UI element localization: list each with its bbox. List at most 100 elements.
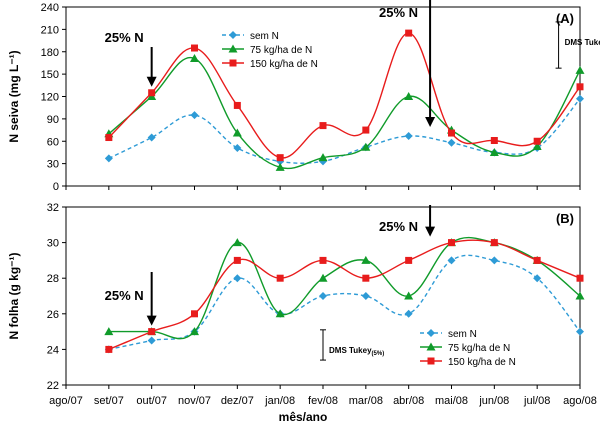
x-axis-label: mês/ano <box>279 410 328 424</box>
data-point <box>533 137 541 145</box>
data-point <box>319 122 327 130</box>
data-point <box>190 327 199 336</box>
y-tick-label: 30 <box>47 238 59 250</box>
legend-item: sem N <box>222 31 279 42</box>
y-tick-label: 30 <box>47 159 59 171</box>
y-tick-label: 24 <box>47 344 59 356</box>
data-point <box>404 132 413 141</box>
data-point <box>490 137 498 145</box>
legend: sem N 75 kg/ha de N 150 kg/ha de N <box>420 329 516 368</box>
y-tick-label: 120 <box>41 92 59 104</box>
x-tick-label: fev/08 <box>308 395 338 407</box>
data-point <box>447 256 456 265</box>
y-axis-label: N folha (g kg⁻¹) <box>7 253 21 340</box>
series-line <box>108 98 581 164</box>
data-point <box>404 291 414 300</box>
legend-marker <box>228 44 238 53</box>
x-axis: ago/07 set/07 out/07 nov/07 dez/07 jan/08 fev/… <box>49 395 597 424</box>
data-point <box>191 310 198 318</box>
legend-label: 150 kg/ha de N <box>250 59 318 70</box>
data-point <box>191 44 198 52</box>
data-point <box>233 256 241 264</box>
data-point <box>575 65 585 74</box>
data-point <box>405 29 413 37</box>
legend-item: 150 kg/ha de N <box>222 59 318 70</box>
series-line <box>108 254 581 351</box>
data-point <box>233 101 241 109</box>
data-point <box>147 133 156 142</box>
y-tick-label: 22 <box>47 380 59 392</box>
x-tick-label: mai/08 <box>435 395 468 407</box>
x-tick-label: jan/08 <box>264 395 295 407</box>
annotation-arrow <box>425 0 436 128</box>
annotation-label: 25% N <box>105 288 144 303</box>
data-point <box>362 274 370 282</box>
y-tick-label: 0 <box>53 181 59 193</box>
data-point <box>576 327 584 336</box>
series-line <box>108 239 581 351</box>
legend-label: sem N <box>250 31 279 42</box>
annotation-label: 25% N <box>105 30 144 45</box>
y-tick-label: 210 <box>41 24 59 36</box>
x-tick-label: ago/08 <box>563 395 597 407</box>
data-point <box>361 292 370 300</box>
data-point <box>576 83 584 91</box>
data-point <box>105 345 113 353</box>
chart-panel-b: 22 24 26 28 30 32 N folha (g kg⁻¹) (B) 25% N 25% … <box>7 202 585 392</box>
legend-marker <box>229 59 237 67</box>
data-point <box>233 143 242 152</box>
x-tick-label: dez/07 <box>221 395 254 407</box>
legend-item: 150 kg/ha de N <box>420 357 516 368</box>
legend-item: 75 kg/ha de N <box>222 44 312 56</box>
y-tick-label: 240 <box>41 2 59 14</box>
dms-label: DMS Tukey(5%) <box>329 346 384 357</box>
legend-label: 75 kg/ha de N <box>250 45 312 56</box>
data-point <box>576 274 584 282</box>
data-point <box>448 129 455 137</box>
y-tick-label: 28 <box>47 273 59 285</box>
legend-marker <box>427 357 435 365</box>
legend-item: 75 kg/ha de N <box>420 342 510 354</box>
data-point <box>532 141 542 150</box>
annotation-arrow <box>425 205 436 237</box>
data-point <box>232 128 242 137</box>
data-point <box>405 256 413 264</box>
data-point <box>533 274 542 283</box>
data-point <box>490 239 498 247</box>
data-point <box>105 134 113 142</box>
data-point <box>232 238 242 247</box>
data-point <box>319 292 327 300</box>
data-point <box>190 53 199 62</box>
data-point <box>276 154 284 162</box>
legend-label: 150 kg/ha de N <box>448 357 516 368</box>
data-point <box>490 256 499 265</box>
data-point <box>275 162 285 171</box>
x-tick-label: set/07 <box>94 395 124 407</box>
annotation-label: 25% N <box>379 5 418 20</box>
legend: sem N 75 kg/ha de N 150 kg/ha de N <box>222 31 318 70</box>
data-point <box>404 92 414 100</box>
series-line <box>108 32 581 159</box>
data-point <box>319 256 327 264</box>
data-point <box>576 94 584 103</box>
data-point <box>275 309 285 318</box>
data-point <box>104 327 114 336</box>
legend-marker <box>427 329 435 337</box>
data-point <box>448 239 455 247</box>
data-point <box>318 273 328 282</box>
dms-label: DMS Tukey(5%) <box>565 38 600 49</box>
legend-marker <box>426 342 436 351</box>
x-tick-label: abr/08 <box>393 395 424 407</box>
data-point <box>147 336 156 345</box>
series-line <box>108 56 581 170</box>
y-tick-label: 90 <box>47 114 59 126</box>
data-point <box>575 291 585 300</box>
legend-label: 75 kg/ha de N <box>448 343 510 354</box>
x-tick-label: mar/08 <box>349 395 383 407</box>
dms-bar <box>320 329 326 361</box>
data-point <box>447 138 456 147</box>
y-tick-label: 26 <box>47 309 59 321</box>
annotation-arrow <box>146 47 157 87</box>
data-point <box>361 142 371 151</box>
